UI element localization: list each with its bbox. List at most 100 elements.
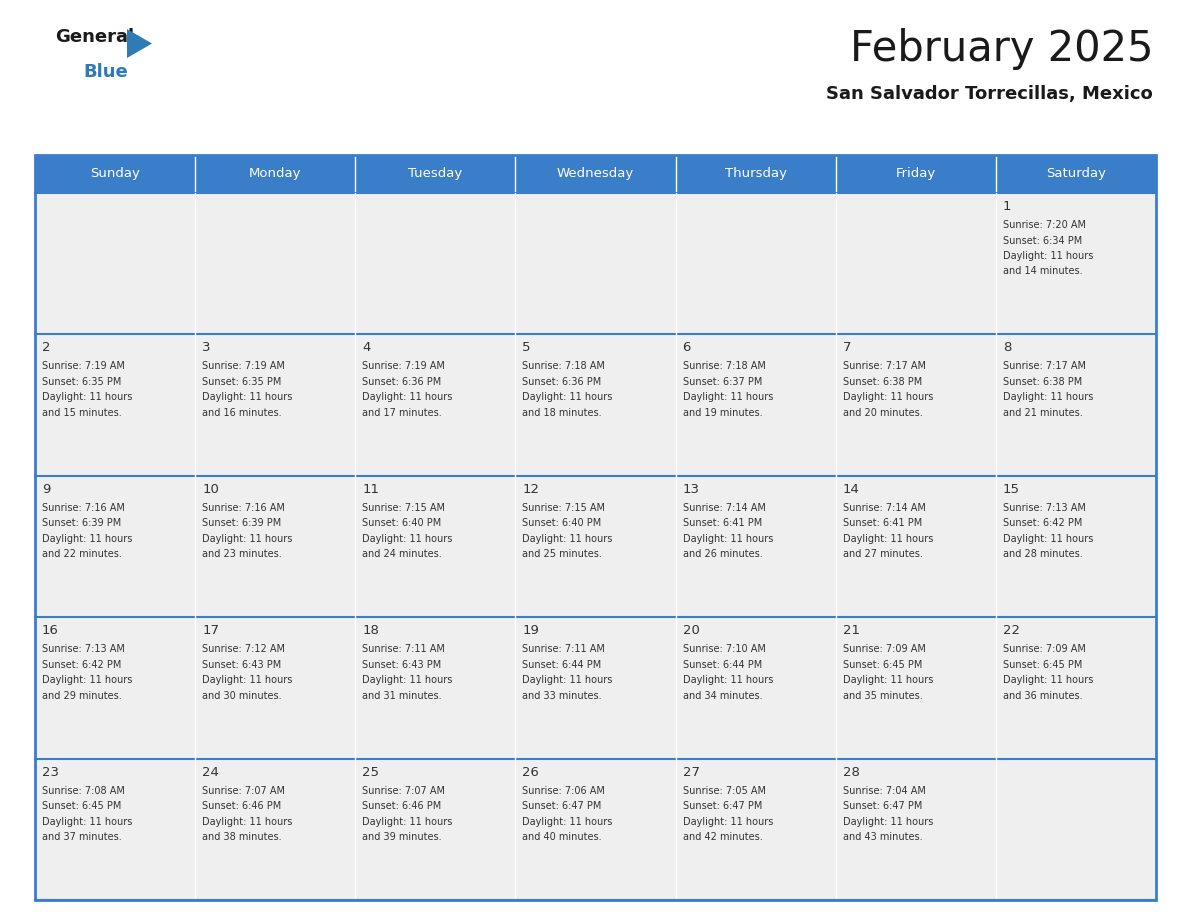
Text: Sunrise: 7:17 AM: Sunrise: 7:17 AM xyxy=(842,362,925,372)
Text: Sunrise: 7:15 AM: Sunrise: 7:15 AM xyxy=(362,503,446,513)
Bar xyxy=(676,758,835,900)
Bar xyxy=(516,476,676,617)
Text: Sunrise: 7:08 AM: Sunrise: 7:08 AM xyxy=(42,786,125,796)
Text: 28: 28 xyxy=(842,766,860,778)
Text: Sunrise: 7:14 AM: Sunrise: 7:14 AM xyxy=(683,503,765,513)
Bar xyxy=(835,334,996,476)
Text: Sunrise: 7:19 AM: Sunrise: 7:19 AM xyxy=(42,362,125,372)
Text: and 16 minutes.: and 16 minutes. xyxy=(202,408,282,418)
Text: 6: 6 xyxy=(683,341,691,354)
Text: 20: 20 xyxy=(683,624,700,637)
Text: 3: 3 xyxy=(202,341,210,354)
Text: Daylight: 11 hours: Daylight: 11 hours xyxy=(523,817,613,826)
Text: Sunset: 6:43 PM: Sunset: 6:43 PM xyxy=(362,660,442,670)
Text: Sunrise: 7:11 AM: Sunrise: 7:11 AM xyxy=(362,644,446,655)
Text: 12: 12 xyxy=(523,483,539,496)
Bar xyxy=(34,155,1156,900)
Text: and 20 minutes.: and 20 minutes. xyxy=(842,408,922,418)
Bar xyxy=(996,476,1156,617)
Text: 27: 27 xyxy=(683,766,700,778)
Text: Sunset: 6:35 PM: Sunset: 6:35 PM xyxy=(202,377,282,386)
Bar xyxy=(195,617,355,758)
Text: Sunrise: 7:13 AM: Sunrise: 7:13 AM xyxy=(42,644,125,655)
Text: 25: 25 xyxy=(362,766,379,778)
Text: and 43 minutes.: and 43 minutes. xyxy=(842,832,922,842)
Text: Sunset: 6:34 PM: Sunset: 6:34 PM xyxy=(1003,236,1082,245)
Text: Sunrise: 7:09 AM: Sunrise: 7:09 AM xyxy=(1003,644,1086,655)
Bar xyxy=(835,193,996,334)
Text: 19: 19 xyxy=(523,624,539,637)
Text: and 24 minutes.: and 24 minutes. xyxy=(362,549,442,559)
Bar xyxy=(34,476,195,617)
Bar xyxy=(34,334,195,476)
Bar xyxy=(996,758,1156,900)
Text: 15: 15 xyxy=(1003,483,1019,496)
Bar xyxy=(195,758,355,900)
Text: Sunrise: 7:15 AM: Sunrise: 7:15 AM xyxy=(523,503,606,513)
Text: and 30 minutes.: and 30 minutes. xyxy=(202,690,282,700)
Text: 9: 9 xyxy=(42,483,50,496)
Bar xyxy=(516,617,676,758)
Text: Sunset: 6:40 PM: Sunset: 6:40 PM xyxy=(523,519,601,528)
Text: and 21 minutes.: and 21 minutes. xyxy=(1003,408,1082,418)
Text: Daylight: 11 hours: Daylight: 11 hours xyxy=(523,392,613,402)
Text: Sunset: 6:38 PM: Sunset: 6:38 PM xyxy=(1003,377,1082,386)
Bar xyxy=(996,155,1156,193)
Text: Sunrise: 7:13 AM: Sunrise: 7:13 AM xyxy=(1003,503,1086,513)
Bar xyxy=(34,155,195,193)
Text: and 17 minutes.: and 17 minutes. xyxy=(362,408,442,418)
Text: Sunrise: 7:05 AM: Sunrise: 7:05 AM xyxy=(683,786,765,796)
Text: Daylight: 11 hours: Daylight: 11 hours xyxy=(1003,533,1093,543)
Bar xyxy=(835,617,996,758)
Text: and 14 minutes.: and 14 minutes. xyxy=(1003,266,1082,276)
Text: Sunset: 6:47 PM: Sunset: 6:47 PM xyxy=(842,801,922,812)
Polygon shape xyxy=(127,29,152,58)
Text: Daylight: 11 hours: Daylight: 11 hours xyxy=(42,533,132,543)
Text: Sunset: 6:37 PM: Sunset: 6:37 PM xyxy=(683,377,762,386)
Text: Sunrise: 7:04 AM: Sunrise: 7:04 AM xyxy=(842,786,925,796)
Bar xyxy=(195,193,355,334)
Text: San Salvador Torrecillas, Mexico: San Salvador Torrecillas, Mexico xyxy=(826,85,1154,103)
Text: Daylight: 11 hours: Daylight: 11 hours xyxy=(42,676,132,685)
Text: Daylight: 11 hours: Daylight: 11 hours xyxy=(683,392,773,402)
Text: and 25 minutes.: and 25 minutes. xyxy=(523,549,602,559)
Text: Sunrise: 7:12 AM: Sunrise: 7:12 AM xyxy=(202,644,285,655)
Bar xyxy=(996,617,1156,758)
Text: Sunrise: 7:10 AM: Sunrise: 7:10 AM xyxy=(683,644,765,655)
Text: Sunset: 6:45 PM: Sunset: 6:45 PM xyxy=(1003,660,1082,670)
Text: and 31 minutes.: and 31 minutes. xyxy=(362,690,442,700)
Text: Sunset: 6:47 PM: Sunset: 6:47 PM xyxy=(523,801,602,812)
Text: Sunrise: 7:19 AM: Sunrise: 7:19 AM xyxy=(202,362,285,372)
Text: 26: 26 xyxy=(523,766,539,778)
Text: Blue: Blue xyxy=(83,63,128,81)
Bar xyxy=(355,476,516,617)
Text: Daylight: 11 hours: Daylight: 11 hours xyxy=(362,676,453,685)
Text: Sunset: 6:46 PM: Sunset: 6:46 PM xyxy=(362,801,442,812)
Text: 16: 16 xyxy=(42,624,59,637)
Text: 11: 11 xyxy=(362,483,379,496)
Text: and 40 minutes.: and 40 minutes. xyxy=(523,832,602,842)
Text: Sunrise: 7:06 AM: Sunrise: 7:06 AM xyxy=(523,786,606,796)
Text: Sunday: Sunday xyxy=(90,167,140,181)
Text: 13: 13 xyxy=(683,483,700,496)
Bar xyxy=(355,334,516,476)
Text: Daylight: 11 hours: Daylight: 11 hours xyxy=(202,817,292,826)
Text: and 23 minutes.: and 23 minutes. xyxy=(202,549,282,559)
Text: Sunrise: 7:19 AM: Sunrise: 7:19 AM xyxy=(362,362,446,372)
Text: Sunrise: 7:16 AM: Sunrise: 7:16 AM xyxy=(42,503,125,513)
Bar xyxy=(355,155,516,193)
Text: 14: 14 xyxy=(842,483,860,496)
Text: 21: 21 xyxy=(842,624,860,637)
Text: Daylight: 11 hours: Daylight: 11 hours xyxy=(202,392,292,402)
Text: Sunset: 6:43 PM: Sunset: 6:43 PM xyxy=(202,660,282,670)
Text: and 33 minutes.: and 33 minutes. xyxy=(523,690,602,700)
Bar xyxy=(516,193,676,334)
Text: Daylight: 11 hours: Daylight: 11 hours xyxy=(683,533,773,543)
Bar xyxy=(516,155,676,193)
Text: and 35 minutes.: and 35 minutes. xyxy=(842,690,922,700)
Text: Sunset: 6:36 PM: Sunset: 6:36 PM xyxy=(362,377,442,386)
Text: Daylight: 11 hours: Daylight: 11 hours xyxy=(523,676,613,685)
Text: Daylight: 11 hours: Daylight: 11 hours xyxy=(202,676,292,685)
Bar xyxy=(195,155,355,193)
Bar xyxy=(195,476,355,617)
